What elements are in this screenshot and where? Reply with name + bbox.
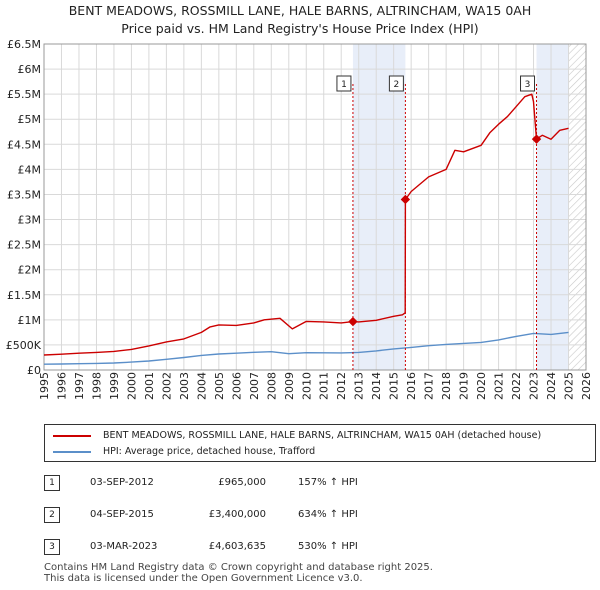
x-tick-label: 2000 <box>125 372 138 400</box>
x-tick-label: 2004 <box>195 372 208 400</box>
y-tick-label: £2.5M <box>7 239 41 252</box>
x-tick-label: 2018 <box>440 372 453 400</box>
sale-point <box>400 194 411 205</box>
marker-label: 2 <box>394 80 400 90</box>
x-tick-label: 2002 <box>160 372 173 400</box>
x-tick-label: 1996 <box>55 372 68 400</box>
y-tick-label: £1M <box>18 314 42 327</box>
forecast-hatch <box>568 44 586 370</box>
x-tick-label: 2011 <box>318 372 331 400</box>
transaction-date: 03-SEP-2012 <box>90 477 154 488</box>
marker-label-box <box>336 75 352 92</box>
x-tick-label: 2021 <box>493 372 506 400</box>
y-tick-label: £6M <box>18 63 42 76</box>
legend-label-property: BENT MEADOWS, ROSSMILL LANE, HALE BARNS,… <box>103 430 542 441</box>
y-tick-label: £3M <box>18 214 42 227</box>
transaction-date: 03-MAR-2023 <box>90 541 158 552</box>
transaction-number: 2 <box>44 507 60 523</box>
series-line-property <box>43 93 569 356</box>
chart-title: BENT MEADOWS, ROSSMILL LANE, HALE BARNS,… <box>68 3 532 18</box>
x-tick-label: 2019 <box>458 372 471 400</box>
marker-label-box <box>388 75 404 92</box>
price-chart: £0 £500K £1M £1.5M £2M £2.5M £3M £3.5M £4M £4.5M £… <box>6 38 593 400</box>
x-tick-label: 1999 <box>108 372 121 400</box>
y-tick-label: £0 <box>27 364 41 377</box>
x-tick-label: 2009 <box>283 372 296 400</box>
x-tick-label: 2024 <box>545 372 558 400</box>
transaction-date: 04-SEP-2015 <box>90 509 154 520</box>
x-tick-label: 1997 <box>73 372 86 400</box>
x-tick-label: 2005 <box>213 372 226 400</box>
sale-point <box>531 134 542 144</box>
x-tick-label: 2003 <box>178 372 191 400</box>
y-tick-label: £6.5M <box>7 38 41 51</box>
y-tick-label: £500K <box>6 339 42 352</box>
x-tick-label: 2017 <box>423 372 436 400</box>
x-tick-label: 2001 <box>143 372 156 400</box>
transaction-hpi: 634% ↑ HPI <box>298 509 358 520</box>
legend-swatch-property <box>53 435 91 437</box>
legend-label-hpi: HPI: Average price, detached house, Traf… <box>103 446 316 457</box>
transaction-price: £3,400,000 <box>208 509 266 520</box>
x-tick-label: 2026 <box>580 372 593 400</box>
x-tick-label: 1995 <box>38 372 51 400</box>
chart-subtitle: Price paid vs. HM Land Registry's House … <box>121 21 479 36</box>
x-tick-label: 2023 <box>528 372 541 400</box>
y-tick-label: £4M <box>18 163 42 176</box>
transaction-hpi: 530% ↑ HPI <box>298 541 358 552</box>
x-tick-label: 1998 <box>90 372 103 400</box>
sale-point <box>348 316 358 327</box>
x-tick-label: 2008 <box>265 372 278 400</box>
x-tick-label: 2020 <box>475 372 488 400</box>
plot-border <box>43 43 587 371</box>
x-tick-label: 2022 <box>510 372 523 400</box>
y-tick-label: £2M <box>18 264 42 277</box>
legend: BENT MEADOWS, ROSSMILL LANE, HALE BARNS,… <box>44 424 596 462</box>
y-tick-label: £4.5M <box>7 138 41 151</box>
x-tick-label: 2015 <box>388 372 401 400</box>
transaction-number: 1 <box>44 475 60 491</box>
x-tick-label: 2014 <box>370 372 383 400</box>
marker-label-box <box>520 75 536 92</box>
transaction-price: £4,603,635 <box>208 541 266 552</box>
series-line-hpi <box>43 331 569 365</box>
transaction-hpi: 157% ↑ HPI <box>298 477 358 488</box>
y-tick-label: £5M <box>18 113 42 126</box>
x-tick-label: 2006 <box>230 372 243 400</box>
marker-label: 3 <box>525 80 531 90</box>
x-tick-label: 2016 <box>405 372 418 400</box>
x-tick-label: 2013 <box>353 372 366 400</box>
marker-label: 1 <box>341 80 347 90</box>
footer-copyright: Contains HM Land Registry data © Crown c… <box>44 562 433 573</box>
footer-licence: This data is licensed under the Open Gov… <box>44 573 363 584</box>
legend-swatch-hpi <box>53 451 91 453</box>
shaded-region <box>536 44 569 370</box>
y-tick-label: £3.5M <box>7 188 41 201</box>
x-tick-label: 2010 <box>300 372 313 400</box>
x-tick-label: 2012 <box>335 372 348 400</box>
y-tick-label: £5.5M <box>7 88 41 101</box>
x-tick-label: 2025 <box>563 372 576 400</box>
transaction-price: £965,000 <box>218 477 266 488</box>
x-tick-label: 2007 <box>248 372 261 400</box>
transaction-number: 3 <box>44 539 60 555</box>
y-tick-label: £1.5M <box>7 289 41 302</box>
plot-area <box>44 44 586 370</box>
